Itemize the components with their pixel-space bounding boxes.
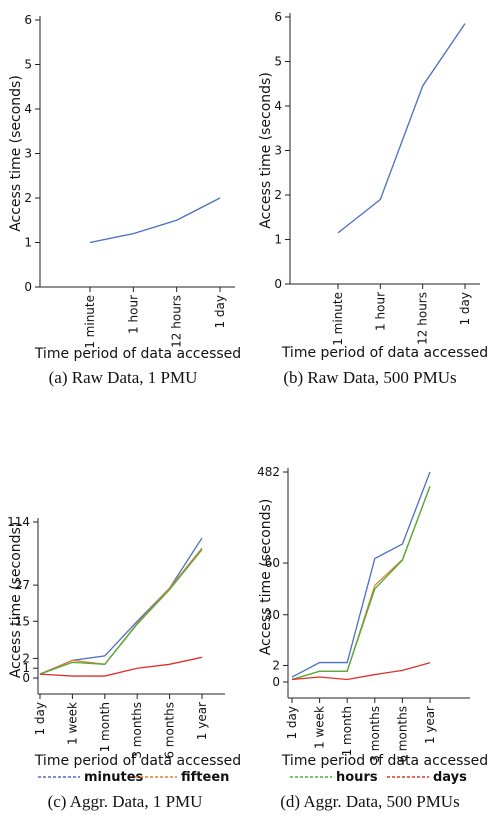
y-tick-label: 15	[15, 614, 30, 628]
x-tick-label: 1 year	[195, 702, 209, 740]
x-tick-label: 1 day	[458, 292, 472, 326]
series-line	[39, 547, 203, 675]
legend-label: fifteen	[181, 770, 229, 785]
x-tick-label: 12 hours	[170, 295, 184, 348]
caption: (b) Raw Data, 500 PMUs	[283, 368, 456, 387]
y-tick-label: 6	[274, 10, 282, 24]
x-axis-label: Time period of data accessed	[281, 753, 488, 769]
y-tick-label: 114	[7, 515, 30, 529]
caption: (c) Aggr. Data, 1 PMU	[48, 792, 203, 811]
y-tick-label: 6	[24, 13, 32, 27]
series-line	[291, 471, 431, 678]
y-tick-label: 3	[274, 144, 282, 158]
y-axis-label: Access time (seconds)	[8, 75, 24, 232]
x-tick-label: 12 hours	[416, 292, 430, 345]
y-tick-label: 0	[272, 675, 280, 689]
y-tick-label: 1	[274, 233, 282, 247]
series-line	[291, 486, 431, 681]
legend-label: days	[433, 770, 467, 785]
y-tick-label: 2	[24, 191, 32, 205]
x-axis-label: Time period of data accessed	[34, 346, 241, 362]
y-tick-label: 0	[274, 277, 282, 291]
series-line	[291, 662, 431, 681]
y-tick-label: 2	[274, 188, 282, 202]
x-tick-label: 3 months	[368, 706, 382, 763]
y-tick-label: 0	[24, 280, 32, 294]
caption: (d) Aggr. Data, 500 PMUs	[280, 792, 459, 811]
x-tick-label: 1 hour	[373, 292, 387, 331]
y-tick-label: 1	[22, 661, 30, 675]
series-line	[89, 197, 221, 244]
x-tick-label: 1 hour	[126, 295, 140, 334]
y-axis-label: Access time (seconds)	[258, 499, 274, 656]
y-tick-label: 5	[274, 55, 282, 69]
x-tick-label: 1 minute	[331, 292, 345, 346]
series-line	[39, 549, 203, 675]
series-line	[337, 23, 466, 234]
y-axis-label: Access time (seconds)	[8, 522, 24, 679]
x-tick-label: 1 month	[98, 702, 112, 752]
x-tick-label: 1 week	[65, 702, 79, 745]
y-tick-label: 30	[265, 608, 280, 622]
series-line	[39, 656, 203, 677]
y-tick-label: 2	[272, 658, 280, 672]
legend-label: minutes	[84, 770, 144, 785]
x-tick-label: 1 day	[33, 702, 47, 736]
x-tick-label: 1 day	[285, 706, 299, 740]
y-axis-label: Access time (seconds)	[258, 72, 274, 229]
legend-label: hours	[336, 770, 378, 785]
y-tick-label: 0	[22, 671, 30, 685]
y-tick-label: 60	[265, 556, 280, 570]
y-tick-label: 27	[15, 578, 30, 592]
x-tick-label: 1 year	[423, 706, 437, 744]
x-tick-label: 6 months	[163, 702, 177, 759]
x-tick-label: 6 months	[395, 706, 409, 763]
y-tick-label: 5	[24, 58, 32, 72]
x-tick-label: 1 week	[313, 706, 327, 749]
y-tick-label: 482	[257, 465, 280, 479]
x-tick-label: 1 day	[213, 295, 227, 329]
y-tick-label: 4	[24, 102, 32, 116]
y-tick-label: 2	[22, 651, 30, 665]
x-tick-label: 1 month	[340, 706, 354, 756]
series-line	[39, 537, 203, 675]
x-axis-label: Time period of data accessed	[34, 753, 241, 769]
x-tick-label: 3 months	[130, 702, 144, 759]
series-line	[291, 486, 431, 681]
caption: (a) Raw Data, 1 PMU	[49, 368, 198, 387]
y-tick-label: 1	[24, 236, 32, 250]
x-axis-label: Time period of data accessed	[281, 345, 488, 361]
x-tick-label: 1 minute	[83, 295, 97, 349]
y-tick-label: 3	[24, 147, 32, 161]
y-tick-label: 4	[274, 99, 282, 113]
